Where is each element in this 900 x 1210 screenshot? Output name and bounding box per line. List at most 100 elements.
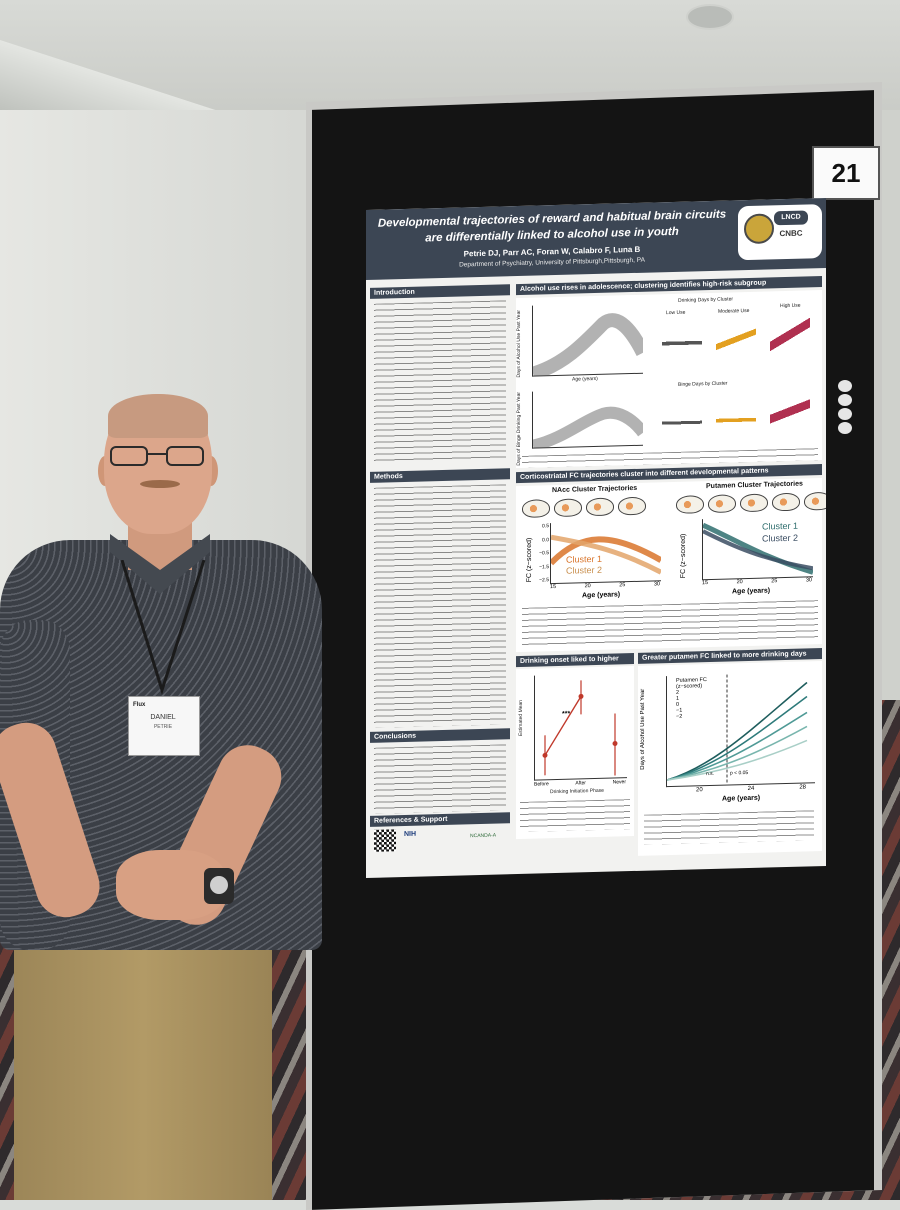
legend-item: −2: [676, 713, 683, 720]
brain-map-icon: [772, 492, 800, 512]
high-binge-lines: [770, 394, 810, 430]
section-methods: Methods: [370, 468, 510, 483]
corticostriatal-caption: [522, 600, 818, 646]
panel-onset-header: Drinking onset liked to higher NAcc FC: [516, 652, 634, 676]
badge-logo: Flux: [133, 702, 146, 708]
onset-ylabel: Estimated Mean: [518, 699, 524, 737]
nacc-trajectory-plot: [548, 520, 663, 585]
onset-errorbar-plot: [534, 673, 627, 781]
khaki-pants: [14, 930, 272, 1200]
low-binge-lines: [662, 401, 702, 433]
lanyard: [120, 560, 206, 695]
cluster-low: Low Use: [666, 309, 686, 317]
glasses-icon: [110, 446, 206, 468]
y-tick: −0.5: [539, 550, 549, 557]
significance-marker: ***: [562, 710, 571, 718]
high-use-lines: [770, 312, 810, 354]
conclusions-text: [374, 744, 506, 814]
alcohol-xlabel: Age (years): [572, 375, 598, 383]
pin-icon: [838, 380, 852, 392]
scatter-cloud: [531, 406, 648, 452]
research-poster: Developmental trajectories of reward and…: [366, 197, 826, 879]
x-tick: 30: [805, 577, 812, 584]
section-introduction: Introduction: [370, 284, 510, 299]
badge-first-name: DANIEL: [150, 714, 176, 721]
brain-map-icon: [708, 494, 736, 514]
y-tick: 0.0: [542, 536, 549, 543]
lncd-logo: LNCD: [774, 210, 808, 226]
brain-map-icon: [676, 495, 704, 514]
putamen-curves: [701, 522, 814, 575]
ceiling-light: [686, 4, 734, 30]
section-conclusions: Conclusions: [370, 728, 510, 743]
nih-logo: NIH: [404, 830, 417, 839]
watch-face: [210, 876, 228, 894]
x-tick: Never: [612, 779, 626, 786]
brain-map-icon: [618, 496, 646, 516]
x-tick: 25: [619, 582, 626, 589]
brain-map-icon: [522, 499, 550, 518]
annotation-ns: n.s.: [706, 770, 715, 778]
x-tick: 28: [799, 784, 806, 791]
nacc-ylabel: FC (z−scored): [526, 537, 533, 583]
x-tick: 30: [653, 581, 660, 588]
x-tick: 25: [771, 578, 778, 585]
binge-days-scatter: [531, 388, 648, 452]
cnbc-logo: CNBC: [779, 228, 803, 239]
cluster-high: High Use: [780, 302, 801, 310]
left-lens: [110, 446, 148, 466]
putamen-ylabel: FC (z−scored): [680, 533, 687, 579]
x-tick: 20: [584, 583, 591, 590]
scatter-cloud: [530, 313, 650, 381]
qr-code-icon: [374, 829, 396, 852]
glasses-bridge: [148, 453, 166, 455]
putamen-xlabel: Age (years): [732, 587, 771, 596]
putamen-drinking-caption: [644, 810, 814, 845]
moderate-use-lines: [716, 317, 756, 355]
right-lens: [166, 446, 204, 466]
board-number: 21: [812, 146, 880, 200]
moderate-binge-lines: [716, 399, 756, 431]
x-tick: 20: [736, 579, 743, 586]
low-use-lines: [662, 319, 702, 357]
x-tick: Before: [534, 781, 549, 788]
mustache: [140, 480, 180, 488]
putamen-drinking-plot: [666, 672, 815, 788]
pin-icon: [838, 408, 852, 420]
putamen-drinking-ylabel: Days of Alcohol Use Past Year: [640, 688, 646, 770]
nacc-curves: [548, 534, 663, 575]
introduction-text: [374, 300, 506, 464]
onset-points: [542, 680, 618, 776]
putamen-drinking-curves: [666, 674, 808, 785]
brain-map-icon: [554, 498, 582, 518]
nacc-y-ticks: 0.5 0.0 −0.5 −1.5 −2.5: [538, 523, 549, 583]
putamen-legend-cluster1: Cluster 1: [762, 520, 799, 532]
nacc-xlabel: Age (years): [582, 591, 621, 600]
section-references: References & Support: [370, 812, 510, 827]
nacc-legend-cluster2: Cluster 2: [566, 564, 603, 576]
onset-caption: [520, 799, 630, 832]
push-pins: [838, 380, 854, 436]
alcohol-days-scatter: [530, 302, 650, 381]
annotation-p: p < 0.05: [730, 769, 749, 777]
name-badge: [128, 696, 200, 756]
x-tick: 20: [696, 787, 703, 794]
putamen-drinking-xlabel: Age (years): [722, 794, 761, 803]
binge-days-ylabel: Days of Binge Drinking Past Year: [516, 391, 522, 466]
x-tick: After: [575, 780, 586, 787]
brain-map-icon: [804, 491, 826, 511]
brain-map-icon: [740, 493, 768, 513]
methods-text: [374, 484, 506, 728]
nacc-legend-cluster1: Cluster 1: [566, 553, 603, 565]
brain-map-icon: [586, 497, 614, 517]
badge-last-name: PETRIE: [153, 724, 173, 730]
y-tick: −1.5: [539, 563, 549, 570]
cluster-moderate: Moderate Use: [718, 307, 750, 315]
putamen-trajectory-plot: [701, 516, 814, 581]
y-tick: 0.5: [542, 523, 549, 530]
pin-icon: [838, 394, 852, 406]
alcohol-days-ylabel: Days of Alcohol Use Past Year: [516, 309, 522, 378]
hair: [108, 394, 208, 438]
pin-icon: [838, 422, 852, 434]
x-tick: 24: [747, 785, 755, 793]
